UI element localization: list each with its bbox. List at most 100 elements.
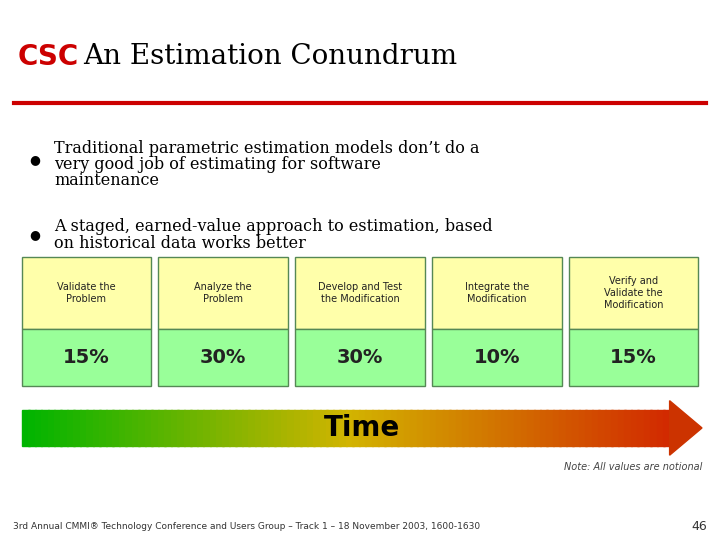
FancyBboxPatch shape [22,256,151,329]
Bar [488,410,496,445]
Bar [339,410,347,445]
Text: Integrate the
Modification: Integrate the Modification [464,282,529,303]
Text: maintenance: maintenance [54,172,159,190]
Bar [585,410,593,445]
Bar [475,410,483,445]
Bar [190,410,198,445]
Text: Time: Time [324,414,400,442]
Bar [637,410,645,445]
Text: 15%: 15% [63,348,109,367]
FancyBboxPatch shape [432,256,562,329]
Bar [482,410,490,445]
Bar [138,410,146,445]
Bar [359,410,366,445]
Bar [631,410,639,445]
Bar [566,410,574,445]
FancyBboxPatch shape [295,256,425,329]
Bar [456,410,464,445]
Bar [67,410,75,445]
Bar [462,410,470,445]
Bar [495,410,503,445]
Bar [436,410,444,445]
Bar [430,410,438,445]
Bar [145,410,153,445]
Bar [203,410,211,445]
Text: 46: 46 [691,520,707,533]
FancyBboxPatch shape [158,329,288,386]
Bar [93,410,101,445]
Bar [514,410,522,445]
Bar [106,410,114,445]
Bar [112,410,120,445]
Bar [391,410,399,445]
Text: 30%: 30% [200,348,246,367]
Text: Verify and
Validate the
Modification: Verify and Validate the Modification [604,276,663,309]
Text: ●: ● [29,153,40,166]
Bar [158,410,166,445]
Bar [229,410,237,445]
Bar [281,410,289,445]
Bar [644,410,652,445]
Bar [417,410,425,445]
Polygon shape [670,401,702,455]
FancyBboxPatch shape [158,256,288,329]
Bar [54,410,62,445]
Bar [274,410,282,445]
FancyBboxPatch shape [569,329,698,386]
Text: Validate the
Problem: Validate the Problem [57,282,116,303]
Bar [300,410,308,445]
Bar [611,410,619,445]
Bar [222,410,230,445]
Bar [443,410,451,445]
Bar [598,410,606,445]
Bar [197,410,204,445]
Bar [313,410,321,445]
Text: 30%: 30% [337,348,383,367]
Bar [657,410,665,445]
Text: ●: ● [29,228,40,241]
Text: CSC: CSC [18,43,79,71]
Bar [365,410,373,445]
Bar [255,410,263,445]
Bar [248,410,256,445]
Bar [508,410,516,445]
Bar [60,410,68,445]
Bar [546,410,554,445]
Bar [423,410,431,445]
Bar [326,410,334,445]
Bar [261,410,269,445]
Bar [592,410,600,445]
Bar [469,410,477,445]
Text: 15%: 15% [611,348,657,367]
Bar [35,410,42,445]
Bar [164,410,172,445]
Bar [410,410,418,445]
FancyBboxPatch shape [295,329,425,386]
Bar [397,410,405,445]
Bar [378,410,386,445]
Bar [618,410,626,445]
Bar [534,410,541,445]
Bar [41,410,49,445]
Bar [294,410,302,445]
Bar [572,410,580,445]
Bar [177,410,185,445]
Text: Develop and Test
the Modification: Develop and Test the Modification [318,282,402,303]
Bar [80,410,88,445]
Bar [553,410,561,445]
Bar [268,410,276,445]
Bar [242,410,250,445]
Bar [132,410,140,445]
Text: Analyze the
Problem: Analyze the Problem [194,282,252,303]
Bar [307,410,315,445]
Bar [650,410,658,445]
Text: Note: All values are notional: Note: All values are notional [564,462,702,472]
Bar [663,410,671,445]
Bar [171,410,179,445]
Bar [624,410,632,445]
Text: on historical data works better: on historical data works better [54,234,306,252]
Text: An Estimation Conundrum: An Estimation Conundrum [83,43,457,70]
Bar [235,410,243,445]
Text: 10%: 10% [474,348,520,367]
Bar [22,410,30,445]
